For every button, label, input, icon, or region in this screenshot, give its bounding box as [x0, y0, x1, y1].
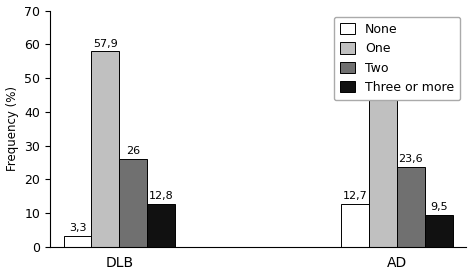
Y-axis label: Frequency (%): Frequency (%) — [6, 86, 18, 171]
Bar — [397, 167, 425, 247]
Text: 57,9: 57,9 — [93, 39, 118, 49]
Bar — [425, 215, 453, 247]
Text: 54,2: 54,2 — [371, 51, 396, 61]
Text: 12,8: 12,8 — [149, 191, 173, 201]
Bar — [147, 203, 175, 247]
Text: 23,6: 23,6 — [398, 154, 423, 164]
Text: 9,5: 9,5 — [430, 202, 447, 212]
Bar — [92, 51, 119, 247]
Bar — [64, 236, 92, 247]
Legend: None, One, Two, Three or more: None, One, Two, Three or more — [334, 17, 460, 100]
Bar — [119, 159, 147, 247]
Text: 26: 26 — [126, 146, 140, 156]
Text: 3,3: 3,3 — [69, 223, 86, 233]
Bar — [369, 64, 397, 247]
Bar — [341, 204, 369, 247]
Text: 12,7: 12,7 — [343, 191, 368, 201]
